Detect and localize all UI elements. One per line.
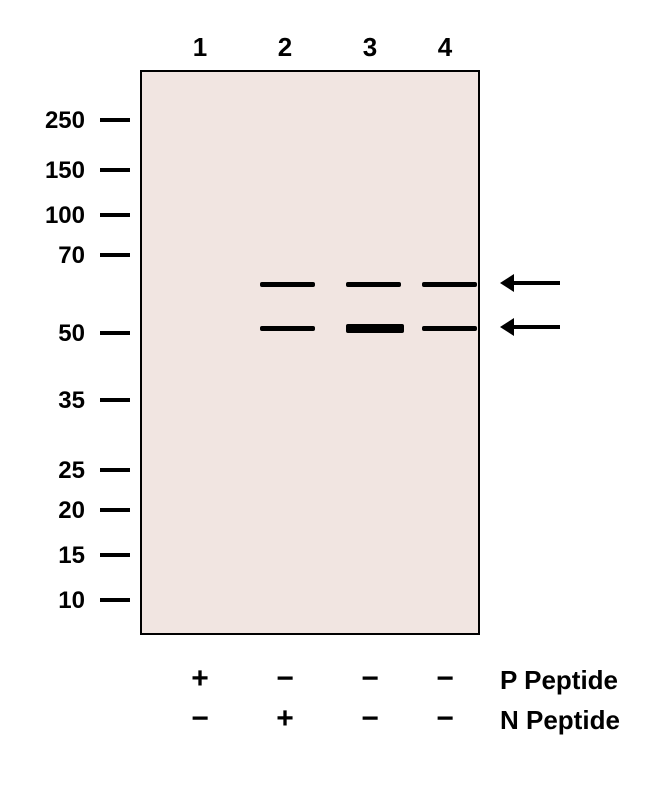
mw-label-70: 70 — [35, 242, 85, 270]
p-peptide-lane1: + — [191, 662, 209, 696]
mw-tick-250 — [100, 118, 130, 122]
mw-tick-20 — [100, 508, 130, 512]
mw-label-250: 250 — [35, 107, 85, 135]
lane-label-2: 2 — [278, 32, 292, 63]
lane-label-1: 1 — [193, 32, 207, 63]
band-lane2-lower — [260, 326, 315, 331]
arrow-lower-head — [500, 318, 514, 336]
band-lane4-lower — [422, 326, 477, 331]
n-peptide-lane1: − — [191, 702, 209, 736]
western-blot-figure: 1 2 3 4 250 150 100 70 50 35 25 20 15 10… — [0, 0, 650, 795]
lane-label-4: 4 — [438, 32, 452, 63]
arrow-upper-shaft — [514, 281, 560, 285]
mw-label-50: 50 — [35, 320, 85, 348]
band-lane2-upper — [260, 282, 315, 287]
blot-membrane — [140, 70, 480, 635]
mw-label-15: 15 — [35, 542, 85, 570]
mw-tick-50 — [100, 331, 130, 335]
p-peptide-lane3: − — [361, 662, 379, 696]
mw-tick-10 — [100, 598, 130, 602]
n-peptide-lane4: − — [436, 702, 454, 736]
mw-tick-35 — [100, 398, 130, 402]
n-peptide-lane3: − — [361, 702, 379, 736]
mw-tick-15 — [100, 553, 130, 557]
band-lane4-upper — [422, 282, 477, 287]
mw-tick-100 — [100, 213, 130, 217]
mw-label-35: 35 — [35, 387, 85, 415]
mw-label-100: 100 — [35, 202, 85, 230]
mw-tick-25 — [100, 468, 130, 472]
lane-label-3: 3 — [363, 32, 377, 63]
n-peptide-lane2: + — [276, 702, 294, 736]
mw-tick-70 — [100, 253, 130, 257]
p-peptide-lane4: − — [436, 662, 454, 696]
mw-label-25: 25 — [35, 457, 85, 485]
arrow-lower-shaft — [514, 325, 560, 329]
mw-tick-150 — [100, 168, 130, 172]
p-peptide-lane2: − — [276, 662, 294, 696]
arrow-upper-head — [500, 274, 514, 292]
p-peptide-label: P Peptide — [500, 665, 618, 696]
mw-label-150: 150 — [35, 157, 85, 185]
mw-label-20: 20 — [35, 497, 85, 525]
n-peptide-label: N Peptide — [500, 705, 620, 736]
band-lane3-lower — [346, 324, 404, 333]
mw-label-10: 10 — [35, 587, 85, 615]
band-lane3-upper — [346, 282, 401, 287]
